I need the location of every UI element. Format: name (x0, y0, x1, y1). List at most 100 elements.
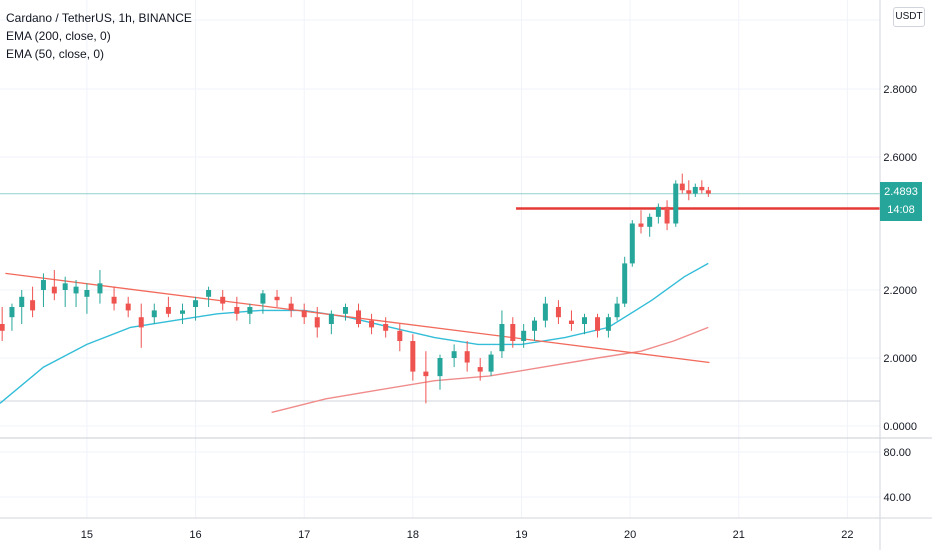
candle (165, 296, 171, 318)
symbol-title[interactable]: Cardano / TetherUS, 1h, BINANCE (6, 11, 192, 25)
candle-body (655, 206, 661, 217)
ema200-line (271, 326, 709, 414)
candle (97, 270, 103, 304)
candle-body (532, 320, 538, 331)
candle (342, 303, 348, 321)
candle (629, 220, 635, 267)
candle (274, 290, 280, 307)
candle (410, 334, 416, 381)
time-tick-label: 22 (841, 529, 853, 541)
candle (234, 296, 240, 321)
candle (705, 186, 711, 197)
candle-body (40, 280, 46, 290)
chart-legend: Cardano / TetherUS, 1h, BINANCE EMA (200… (6, 9, 192, 63)
candle-body (180, 310, 186, 314)
candle (664, 200, 670, 231)
candle-body (692, 186, 698, 194)
ema50-line (0, 262, 709, 404)
candle-body (542, 303, 548, 321)
candle (488, 351, 494, 377)
candle (260, 290, 266, 314)
price-tick-label: 2.6000 (883, 152, 917, 164)
time-tick-label: 18 (407, 529, 419, 541)
candle (423, 351, 429, 404)
candle (638, 210, 644, 234)
oscillator-tick-label: 40.00 (883, 492, 911, 504)
candle-body (622, 263, 628, 304)
candle (542, 296, 548, 328)
candle-body (464, 351, 470, 363)
current-price-value: 2.4893 (884, 186, 918, 198)
currency-unit-button[interactable]: USDT (893, 7, 925, 27)
candle (30, 286, 36, 318)
candle-body (234, 307, 240, 314)
ema50-legend[interactable]: EMA (50, close, 0) (6, 47, 105, 61)
candle (614, 296, 620, 321)
candle (521, 324, 527, 348)
candle-body (30, 300, 36, 311)
candle-body (165, 307, 171, 314)
candle-body (247, 307, 253, 314)
candle (288, 296, 294, 318)
candle (655, 203, 661, 224)
candle (397, 324, 403, 352)
candle-body (369, 320, 375, 328)
candle-body (62, 283, 68, 290)
ema200-legend[interactable]: EMA (200, close, 0) (6, 29, 111, 43)
candle (622, 256, 628, 307)
candle-body (397, 330, 403, 341)
candle (73, 280, 79, 307)
candle-body (568, 320, 574, 324)
candle-body (97, 283, 103, 294)
time-tick-label: 19 (515, 529, 527, 541)
candle-body (138, 317, 144, 328)
candle-body (477, 367, 483, 372)
candle-body (206, 290, 212, 297)
candle (647, 213, 653, 237)
candle-body (0, 324, 5, 331)
candle (19, 290, 25, 324)
bar-countdown: 14:08 (887, 204, 915, 216)
candle-body (220, 296, 226, 304)
candle (125, 296, 131, 318)
candle (510, 317, 516, 348)
candle-body (679, 183, 685, 191)
candle-body (614, 303, 620, 318)
candle-body (19, 296, 25, 307)
candle-body (510, 324, 516, 341)
candle (532, 317, 538, 341)
candle (605, 313, 611, 338)
candle (437, 354, 443, 390)
candle (595, 313, 601, 338)
candle (686, 180, 692, 201)
candle-body (84, 290, 90, 297)
candle (555, 300, 561, 324)
candle-body (451, 351, 457, 358)
time-tick-label: 15 (81, 529, 93, 541)
candle-body (410, 341, 416, 372)
candle (51, 270, 57, 301)
price-tick-label: 2.2000 (883, 285, 917, 297)
candle (477, 358, 483, 381)
candle-body (151, 310, 157, 318)
candle-body (51, 286, 57, 294)
candle-body (274, 296, 280, 301)
candle (220, 290, 226, 311)
candle-body (705, 190, 711, 194)
price-tick-label: 0.0000 (883, 421, 917, 433)
candle (692, 183, 698, 197)
candle (111, 286, 117, 311)
candle-body (288, 303, 294, 311)
candle-body (356, 310, 362, 324)
candle (328, 310, 334, 335)
time-tick-label: 21 (733, 529, 745, 541)
candle (581, 313, 587, 335)
candle (673, 180, 679, 227)
candle (369, 313, 375, 335)
candle-body (555, 307, 561, 318)
candle-body (673, 183, 679, 224)
candle (451, 344, 457, 368)
candle (206, 286, 212, 307)
time-tick-label: 17 (298, 529, 310, 541)
